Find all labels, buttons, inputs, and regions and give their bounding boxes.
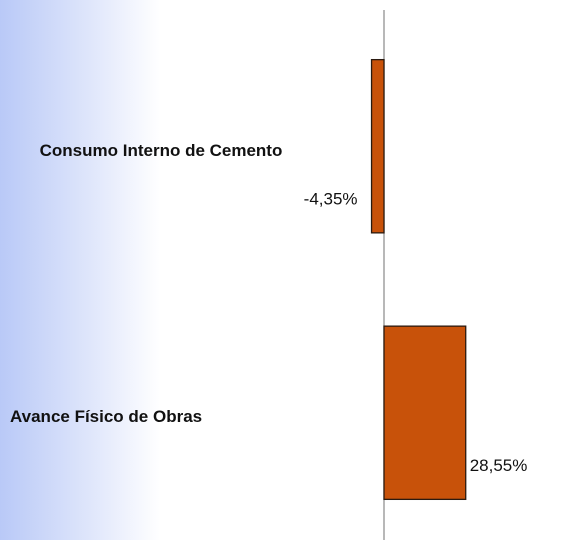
bar	[370, 58, 385, 234]
value-label: 28,55%	[470, 456, 528, 475]
value-label: -4,35%	[304, 190, 358, 209]
category-label: Consumo Interno de Cemento	[39, 140, 283, 160]
category-label: Avance Físico de Obras	[10, 407, 203, 427]
bar	[383, 325, 467, 501]
